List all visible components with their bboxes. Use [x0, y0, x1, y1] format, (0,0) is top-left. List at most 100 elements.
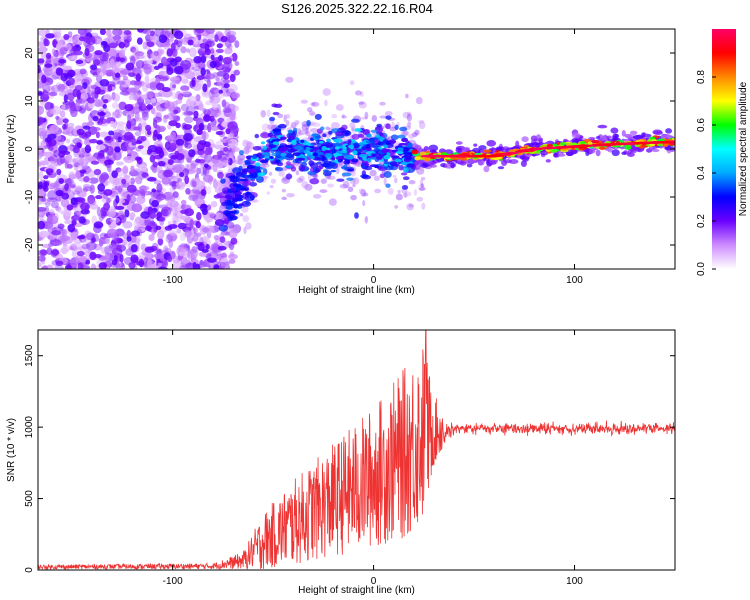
spectral-blob: [196, 167, 202, 175]
spectral-blob: [216, 92, 226, 99]
spectral-blob: [312, 152, 319, 157]
spectral-blob: [102, 104, 107, 109]
spectral-blob: [391, 121, 395, 129]
spectral-blob: [223, 219, 230, 225]
spectral-blob: [111, 102, 120, 109]
spectral-blob: [180, 90, 191, 95]
spectral-blob: [335, 155, 345, 161]
spectral-blob: [244, 161, 252, 166]
spectral-blob: [218, 54, 224, 62]
spectral-blob: [138, 105, 143, 111]
spectral-blob: [310, 112, 316, 116]
spectral-blob: [64, 209, 72, 217]
spectral-blob: [284, 154, 295, 161]
spectral-blob: [301, 181, 309, 189]
spectral-blob: [115, 72, 121, 78]
spectral-blob: [85, 167, 93, 173]
spectral-blob: [360, 174, 369, 179]
spectral-blob: [146, 261, 156, 269]
spectral-blob: [421, 202, 426, 210]
spectral-blob: [119, 57, 126, 63]
spectral-blob: [57, 223, 65, 230]
chart-title: S126.2025.322.22.16.R04: [281, 1, 433, 16]
spectral-blob: [72, 158, 77, 164]
x-tick-label: 0: [371, 275, 377, 286]
spectral-blob: [38, 149, 43, 160]
spectral-blob: [394, 205, 399, 209]
spectral-blob: [89, 138, 98, 144]
spectral-blob: [38, 181, 43, 188]
spectral-blob: [322, 88, 331, 96]
spectral-blob: [210, 87, 221, 98]
spectral-blob: [41, 196, 47, 203]
spectral-blob: [227, 83, 238, 93]
spectral-blob: [93, 168, 102, 176]
spectral-blob: [64, 183, 69, 192]
spectral-blob: [76, 142, 82, 149]
spectral-blob: [98, 118, 108, 125]
spectral-blob: [393, 163, 400, 167]
spectral-blob: [131, 106, 141, 114]
spectral-blob: [483, 165, 490, 173]
spectral-blob: [81, 99, 87, 107]
spectral-blob: [97, 111, 106, 116]
spectral-blob: [271, 103, 278, 108]
spectral-blob: [334, 146, 340, 150]
snr-y-axis-label: SNR (10 * v/v): [6, 418, 17, 482]
spectral-blob: [53, 150, 60, 158]
spectral-blob: [55, 195, 62, 202]
spectral-blob: [279, 156, 288, 160]
spectral-blob: [100, 246, 111, 255]
spectral-blob: [416, 196, 424, 202]
x-tick-label: -100: [163, 576, 183, 587]
spectral-blob: [172, 191, 179, 198]
spectral-blob: [162, 75, 170, 81]
spectral-blob: [191, 66, 203, 71]
spectral-blob: [158, 34, 168, 43]
spectral-blob: [132, 221, 139, 227]
spectral-blob: [45, 168, 54, 174]
spectral-blob: [202, 35, 208, 43]
spectral-blob: [420, 177, 426, 181]
spectral-blob: [408, 133, 415, 139]
spectral-blob: [133, 80, 142, 86]
spectral-blob: [633, 142, 644, 145]
spectral-blob: [624, 145, 632, 150]
spectral-blob: [233, 146, 239, 152]
spectral-blob: [61, 192, 70, 200]
spectral-blob: [140, 94, 148, 100]
spectral-blob: [293, 145, 302, 150]
spectral-blob: [341, 114, 345, 119]
spectral-blob: [209, 60, 217, 69]
spectral-blob: [309, 128, 319, 133]
spectral-blob: [190, 163, 197, 170]
spectral-blob: [209, 213, 217, 219]
spectral-blob: [177, 222, 187, 230]
spectral-blob: [341, 115, 348, 119]
spectral-blob: [316, 161, 322, 165]
spectral-blob: [51, 230, 62, 236]
spectral-blob: [363, 163, 370, 167]
spectral-blob: [270, 178, 277, 184]
spectral-blob: [90, 263, 96, 269]
spectral-blob: [352, 184, 356, 188]
spectral-blob: [144, 246, 155, 253]
spectral-blob: [82, 125, 91, 130]
spectral-blob: [121, 166, 129, 174]
spectral-blob: [198, 122, 205, 131]
spectral-blob: [224, 47, 233, 55]
spectral-blob: [137, 145, 144, 150]
spectral-blob: [80, 209, 90, 215]
spectral-blob: [123, 39, 130, 48]
spectral-blob: [130, 165, 135, 173]
spectral-blob: [213, 235, 220, 241]
spectral-blob: [167, 199, 173, 205]
spectral-blob: [128, 94, 135, 100]
spectral-blob: [327, 183, 335, 188]
spectral-blob: [294, 122, 298, 127]
spectral-blob: [567, 145, 580, 148]
spectral-blob: [216, 43, 223, 49]
spectral-blob: [353, 163, 363, 168]
spectral-blob: [169, 36, 174, 43]
spectral-blob: [314, 168, 321, 173]
